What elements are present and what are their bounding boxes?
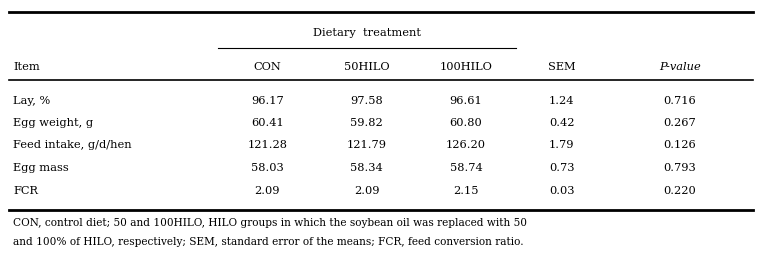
Text: 0.716: 0.716	[664, 96, 696, 106]
Text: 0.267: 0.267	[664, 118, 696, 128]
Text: Dietary  treatment: Dietary treatment	[312, 28, 421, 38]
Text: 2.09: 2.09	[254, 186, 280, 196]
Text: 97.58: 97.58	[351, 96, 383, 106]
Text: 0.793: 0.793	[664, 163, 696, 173]
Text: Egg weight, g: Egg weight, g	[13, 118, 93, 128]
Text: 0.73: 0.73	[549, 163, 575, 173]
Text: 121.28: 121.28	[248, 140, 287, 150]
Text: 2.15: 2.15	[453, 186, 479, 196]
Text: P-value: P-value	[659, 62, 701, 72]
Text: 1.24: 1.24	[549, 96, 575, 106]
Text: Feed intake, g/d/hen: Feed intake, g/d/hen	[13, 140, 131, 150]
Text: 0.03: 0.03	[549, 186, 575, 196]
Text: 59.82: 59.82	[351, 118, 383, 128]
Text: 60.80: 60.80	[450, 118, 482, 128]
Text: 0.42: 0.42	[549, 118, 575, 128]
Text: 60.41: 60.41	[251, 118, 283, 128]
Text: Item: Item	[13, 62, 40, 72]
Text: Egg mass: Egg mass	[13, 163, 69, 173]
Text: Lay, %: Lay, %	[13, 96, 50, 106]
Text: CON, control diet; 50 and 100HILO, HILO groups in which the soybean oil was repl: CON, control diet; 50 and 100HILO, HILO …	[13, 218, 527, 228]
Text: 0.220: 0.220	[664, 186, 696, 196]
Text: SEM: SEM	[548, 62, 575, 72]
Text: 1.79: 1.79	[549, 140, 575, 150]
Text: 96.17: 96.17	[251, 96, 283, 106]
Text: 96.61: 96.61	[450, 96, 482, 106]
Text: 0.126: 0.126	[664, 140, 696, 150]
Text: and 100% of HILO, respectively; SEM, standard error of the means; FCR, feed conv: and 100% of HILO, respectively; SEM, sta…	[13, 237, 523, 247]
Text: 100HILO: 100HILO	[439, 62, 493, 72]
Text: 126.20: 126.20	[446, 140, 486, 150]
Text: FCR: FCR	[13, 186, 38, 196]
Text: CON: CON	[254, 62, 281, 72]
Text: 50HILO: 50HILO	[344, 62, 390, 72]
Text: 121.79: 121.79	[347, 140, 387, 150]
Text: 2.09: 2.09	[354, 186, 380, 196]
Text: 58.03: 58.03	[251, 163, 283, 173]
Text: 58.34: 58.34	[351, 163, 383, 173]
Text: 58.74: 58.74	[450, 163, 482, 173]
